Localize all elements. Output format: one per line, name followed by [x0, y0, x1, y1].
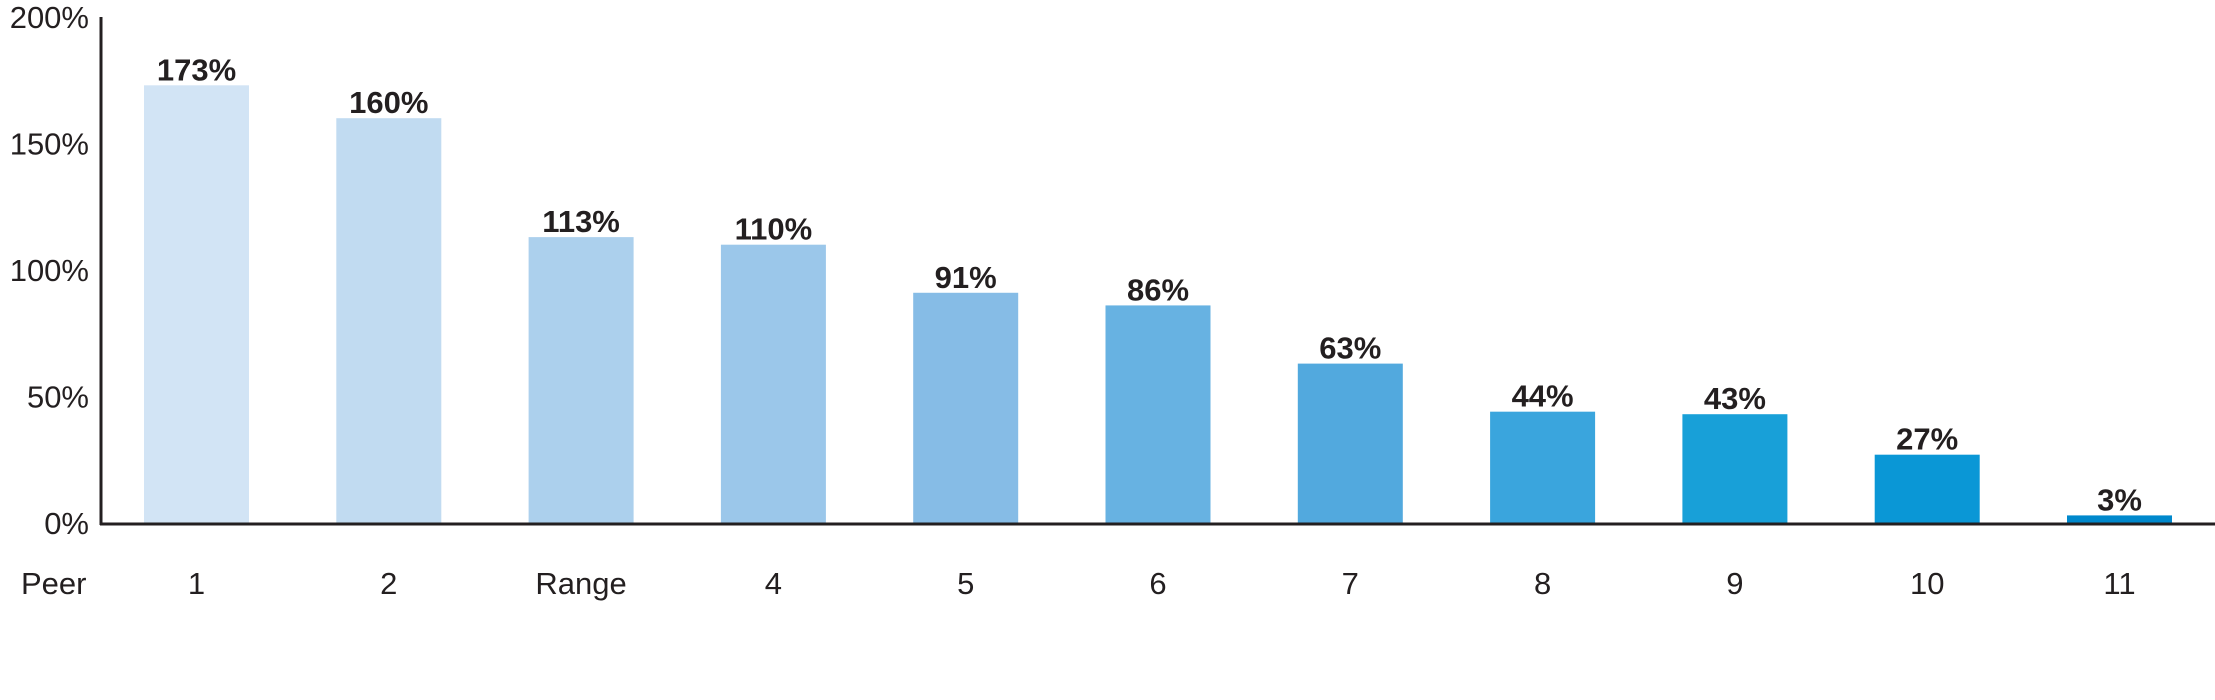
- x-tick-label: 9: [1726, 566, 1743, 601]
- x-tick-label: 8: [1534, 566, 1551, 601]
- bar-8: [1490, 411, 1596, 523]
- bar-7: [1297, 363, 1403, 523]
- x-tick-label: 7: [1342, 566, 1359, 601]
- bar-1: [144, 85, 249, 523]
- data-label: 43%: [1704, 381, 1766, 416]
- data-label: 173%: [157, 52, 236, 87]
- x-axis-label: Peer: [21, 566, 86, 601]
- y-tick-label: 200%: [10, 0, 89, 35]
- y-tick-label: 100%: [10, 253, 89, 288]
- y-tick-label: 50%: [27, 380, 89, 415]
- bar-2: [336, 118, 442, 523]
- data-label: 113%: [542, 204, 620, 239]
- data-label: 3%: [2097, 482, 2142, 517]
- x-tick-label: 4: [765, 566, 782, 601]
- x-tick-label: 1: [188, 566, 205, 601]
- data-label: 110%: [735, 212, 813, 247]
- data-label: 160%: [349, 85, 428, 120]
- bar-9: [1682, 414, 1788, 523]
- x-tick-label: Range: [535, 566, 626, 601]
- y-tick-label: 0%: [44, 506, 89, 541]
- bar-11: [2067, 515, 2172, 523]
- data-label: 91%: [935, 260, 997, 295]
- bar-4: [720, 244, 826, 523]
- bar-range: [528, 237, 634, 524]
- x-tick-label: 10: [1910, 566, 1944, 601]
- data-label: 27%: [1896, 422, 1958, 457]
- data-label: 63%: [1319, 331, 1381, 366]
- data-label: 86%: [1127, 272, 1189, 307]
- x-tick-label: 11: [2103, 566, 2135, 601]
- x-tick-label: 5: [957, 566, 974, 601]
- x-tick-label: 6: [1149, 566, 1166, 601]
- bar-10: [1874, 454, 1980, 523]
- x-tick-label: 2: [380, 566, 397, 601]
- y-tick-label: 150%: [10, 127, 89, 162]
- bar-6: [1105, 305, 1211, 523]
- data-label: 44%: [1512, 379, 1574, 414]
- bar-5: [913, 292, 1019, 523]
